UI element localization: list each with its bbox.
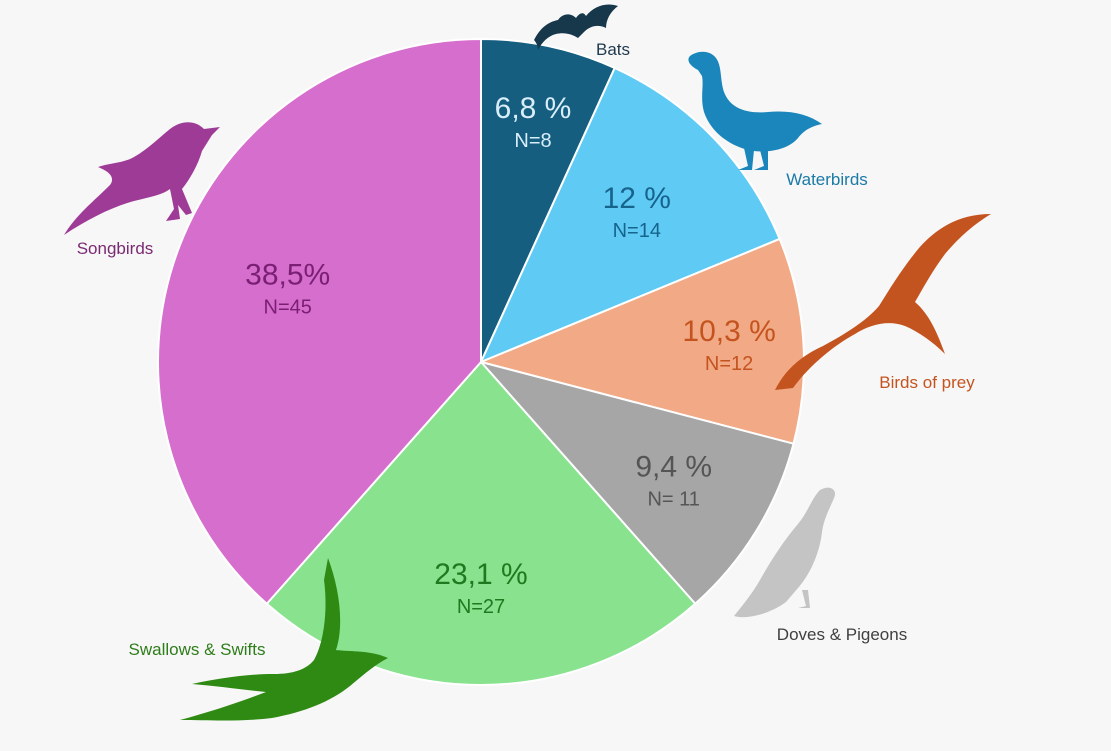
slice-percent-label: 6,8 %	[495, 92, 572, 125]
slice-count-label: N=27	[457, 596, 505, 618]
slice-count-label: N=8	[514, 130, 551, 152]
slice-count-label: N=14	[613, 220, 661, 242]
category-label-waterbirds: Waterbirds	[786, 170, 868, 189]
slice-count-label: N= 11	[647, 488, 699, 510]
pigeon-icon	[734, 487, 836, 618]
category-label-birds-of-prey: Birds of prey	[879, 373, 975, 392]
category-label-doves-pigeons: Doves & Pigeons	[777, 625, 907, 644]
category-label-songbirds: Songbirds	[77, 239, 154, 258]
slice-waterbirds	[479, 66, 781, 364]
slice-percent-label: 38,5%	[245, 259, 330, 292]
slice-swallows-swifts	[265, 360, 697, 687]
songbird-icon	[64, 122, 220, 235]
category-label-swallows-swifts: Swallows & Swifts	[129, 640, 266, 659]
slice-percent-label: 10,3 %	[682, 315, 775, 348]
slice-percent-label: 9,4 %	[635, 450, 712, 483]
slice-percent-label: 12 %	[603, 182, 671, 215]
bat-icon	[534, 4, 618, 50]
slice-bats	[480, 37, 617, 363]
slice-labels: 6,8 % N=8 Bats 12 % N=14 Waterbirds 10,3 % N=12…	[77, 40, 975, 659]
slice-count-label: N=12	[705, 353, 753, 375]
slice-doves-pigeons	[478, 360, 795, 606]
slice-count-label: N=45	[264, 297, 312, 319]
duck-icon	[688, 51, 822, 170]
slice-percent-label: 23,1 %	[434, 558, 527, 591]
category-label-bats: Bats	[596, 40, 630, 59]
kite-icon	[775, 214, 991, 390]
swallow-icon	[180, 558, 388, 721]
slice-birds-of-prey	[477, 237, 805, 445]
pie-slices	[157, 37, 805, 687]
slice-songbirds	[157, 37, 482, 606]
